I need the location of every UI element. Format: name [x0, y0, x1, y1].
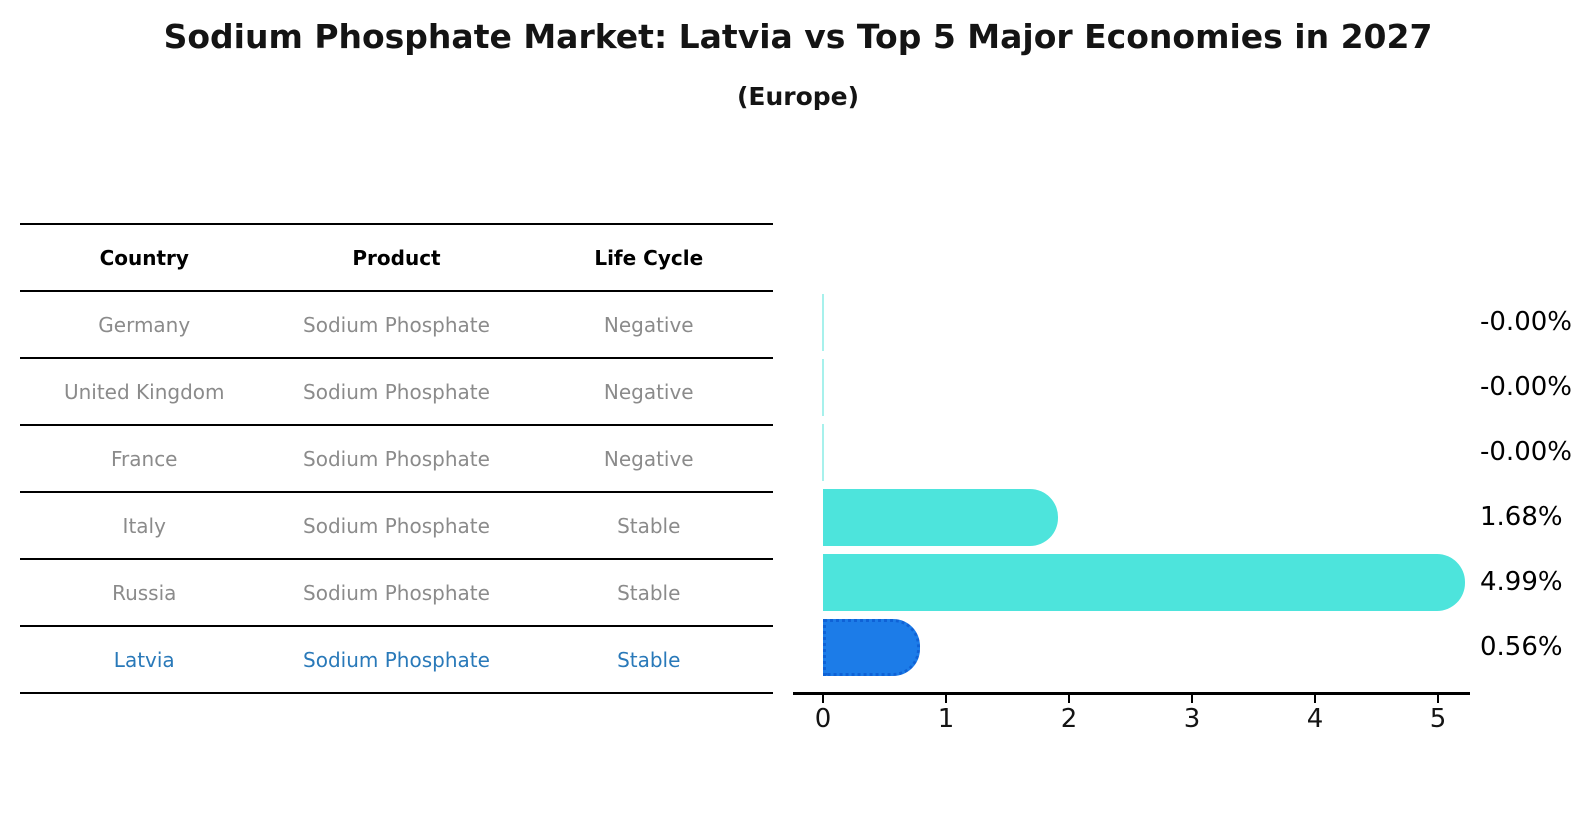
cell-product: Sodium Phosphate [303, 580, 490, 605]
cell-product: Sodium Phosphate [303, 312, 490, 337]
table-body: Germany Sodium Phosphate Negative United Ki… [20, 292, 773, 694]
x-tick-label-3: 3 [1183, 704, 1201, 734]
x-tick-4 [1314, 695, 1316, 703]
table-row-latvia: Latvia Sodium Phosphate Stable [20, 627, 773, 694]
x-tick-5 [1437, 695, 1439, 703]
cell-country: United Kingdom [63, 379, 225, 404]
table-row-france: France Sodium Phosphate Negative [20, 426, 773, 493]
data-table: Country Product Life Cycle Germany Sodium… [20, 223, 773, 694]
column-header-product: Product [352, 245, 441, 270]
cell-product: Sodium Phosphate [303, 379, 490, 404]
value-label-france: -0.00% [1480, 437, 1572, 467]
cell-country: Russia [112, 580, 177, 605]
column-header-country: Country [99, 245, 189, 270]
cell-country: Latvia [113, 647, 175, 672]
value-label-italy: 1.68% [1480, 502, 1563, 532]
cell-lifecycle: Negative [603, 446, 694, 471]
chart-title: Sodium Phosphate Market: Latvia vs Top 5… [163, 17, 1433, 56]
bar-united-kingdom [822, 358, 824, 416]
value-label-united-kingdom: -0.00% [1480, 372, 1572, 402]
cell-product: Sodium Phosphate [303, 513, 490, 538]
cell-product: Sodium Phosphate [303, 446, 490, 471]
x-tick-label-2: 2 [1060, 704, 1078, 734]
chart-subtitle: (Europe) [736, 82, 860, 111]
cell-country: Italy [122, 513, 166, 538]
cell-country: Germany [98, 312, 191, 337]
cell-lifecycle: Stable [617, 647, 681, 672]
value-label-latvia: 0.56% [1480, 632, 1563, 662]
column-header-lifecycle: Life Cycle [594, 245, 704, 270]
x-tick-1 [945, 695, 947, 703]
bar-italy [823, 488, 1058, 546]
x-tick-label-0: 0 [814, 704, 832, 734]
x-axis-line [793, 692, 1470, 695]
x-tick-label-5: 5 [1429, 704, 1447, 734]
x-tick-2 [1068, 695, 1070, 703]
cell-lifecycle: Negative [603, 312, 694, 337]
value-label-russia: 4.99% [1480, 567, 1563, 597]
table-row-united-kingdom: United Kingdom Sodium Phosphate Negative [20, 359, 773, 426]
bar-russia [823, 553, 1465, 611]
cell-product: Sodium Phosphate [303, 647, 490, 672]
bar-germany [822, 293, 824, 351]
cell-lifecycle: Stable [617, 580, 681, 605]
table-header-row: Country Product Life Cycle [20, 223, 773, 292]
x-tick-label-4: 4 [1306, 704, 1324, 734]
bar-latvia [823, 618, 920, 676]
value-label-germany: -0.00% [1480, 307, 1572, 337]
bar-france [822, 423, 824, 481]
x-tick-0 [822, 695, 824, 703]
x-tick-3 [1191, 695, 1193, 703]
table-row-russia: Russia Sodium Phosphate Stable [20, 560, 773, 627]
cell-lifecycle: Negative [603, 379, 694, 404]
x-tick-label-1: 1 [937, 704, 955, 734]
cell-country: France [110, 446, 178, 471]
table-row-italy: Italy Sodium Phosphate Stable [20, 493, 773, 560]
cell-lifecycle: Stable [617, 513, 681, 538]
table-row-germany: Germany Sodium Phosphate Negative [20, 292, 773, 359]
